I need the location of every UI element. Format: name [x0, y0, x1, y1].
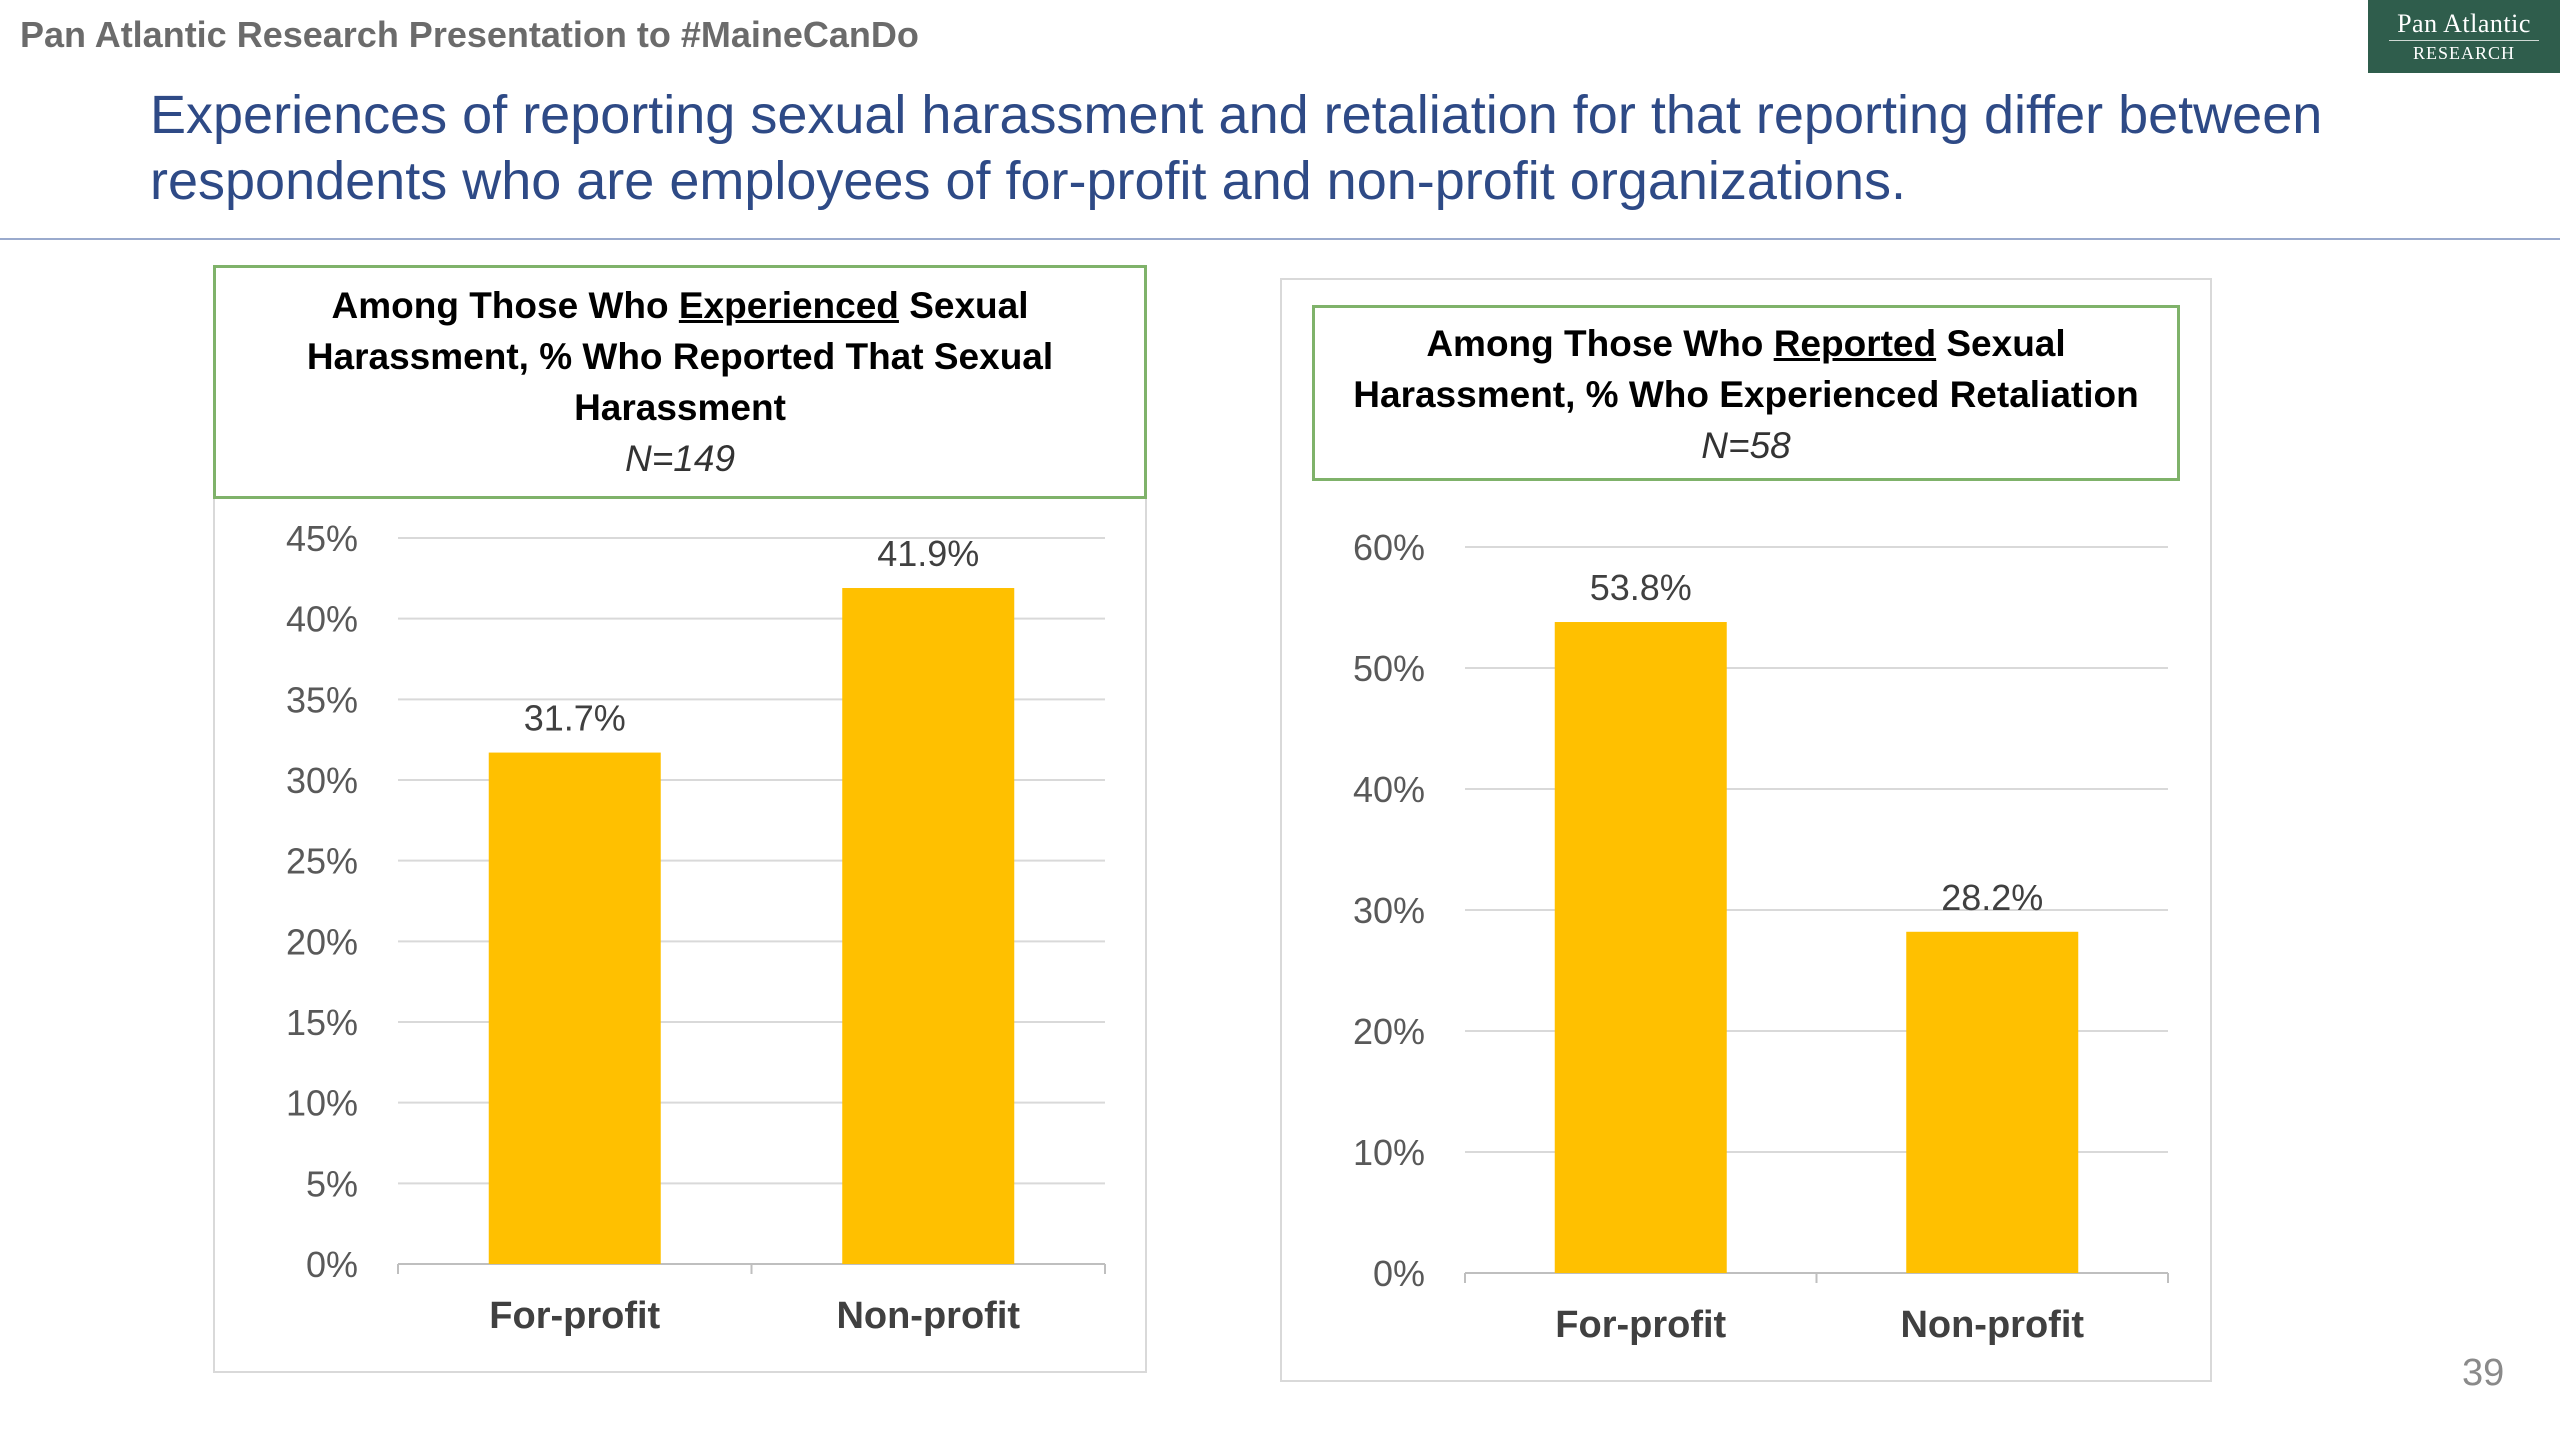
logo-line2: RESEARCH — [2412, 43, 2516, 64]
chart-title-left: Among Those Who Experienced Sexual Haras… — [306, 285, 1054, 428]
y-tick-label-right: 0% — [1373, 1253, 1425, 1294]
bar-for-profit-left — [488, 752, 661, 1264]
category-label-right: Non-profit — [1900, 1304, 2084, 1346]
data-label-right: 53.8% — [1590, 567, 1692, 608]
y-tick-label-left: 45% — [286, 518, 358, 559]
chart-subtitle-right: N=58 — [1701, 425, 1791, 466]
chart-subtitle-left: N=149 — [624, 438, 736, 479]
category-label-right: For-profit — [1555, 1304, 1726, 1346]
y-tick-label-left: 35% — [286, 679, 358, 720]
bar-non-profit-right — [1906, 931, 2079, 1273]
bar-non-profit-left — [842, 588, 1015, 1264]
y-tick-label-left: 5% — [306, 1163, 358, 1204]
page-number: 39 — [2462, 1352, 2505, 1394]
y-tick-label-left: 30% — [286, 760, 358, 801]
data-label-right: 28.2% — [1941, 877, 2043, 918]
y-tick-label-right: 20% — [1353, 1011, 1425, 1052]
chart-title-underlined-left: Experienced — [678, 285, 899, 326]
logo-line1: Pan Atlantic — [2397, 9, 2531, 38]
presentation-header: Pan Atlantic Research Presentation to #M… — [20, 14, 919, 55]
y-tick-label-left: 20% — [286, 921, 358, 962]
y-tick-label-right: 50% — [1353, 648, 1425, 689]
y-tick-label-left: 10% — [286, 1083, 358, 1124]
y-tick-label-right: 40% — [1353, 769, 1425, 810]
chart-title-right: Among Those Who Reported Sexual Harassme… — [1353, 323, 2139, 415]
title-divider — [0, 238, 2560, 240]
pan-atlantic-logo: Pan Atlantic RESEARCH — [2368, 0, 2560, 73]
data-label-left: 41.9% — [877, 533, 979, 574]
chart-title-underlined-right: Reported — [1773, 323, 1937, 364]
chart-title-box-right: Among Those Who Reported Sexual Harassme… — [1312, 305, 2180, 481]
slide-title: Experiences of reporting sexual harassme… — [150, 85, 2323, 211]
y-tick-label-right: 30% — [1353, 890, 1425, 931]
logo-divider — [2389, 40, 2539, 42]
category-label-left: Non-profit — [836, 1295, 1020, 1337]
bar-for-profit-right — [1554, 622, 1727, 1273]
y-tick-label-right: 60% — [1353, 527, 1425, 568]
chart-title-box-left: Among Those Who Experienced Sexual Haras… — [213, 265, 1147, 499]
y-tick-label-left: 25% — [286, 841, 358, 882]
y-tick-label-left: 0% — [306, 1244, 358, 1285]
y-tick-label-left: 15% — [286, 1002, 358, 1043]
category-label-left: For-profit — [489, 1295, 660, 1337]
data-label-left: 31.7% — [524, 698, 626, 739]
y-tick-label-right: 10% — [1353, 1132, 1425, 1173]
y-tick-label-left: 40% — [286, 599, 358, 640]
